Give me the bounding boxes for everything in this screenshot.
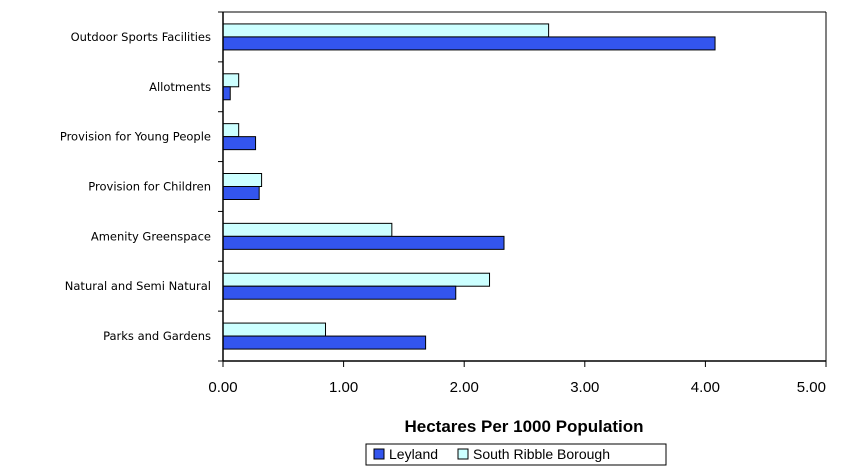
category-label-parks-and-gardens: Parks and Gardens	[103, 329, 211, 343]
legend-label-south-ribble-borough: South Ribble Borough	[473, 446, 610, 462]
category-label-allotments: Allotments	[149, 80, 211, 94]
category-label-amenity-greenspace: Amenity Greenspace	[91, 229, 211, 243]
labels-layer: Outdoor Sports Facilities Allotments Provi…	[60, 30, 826, 396]
bar-south-ribble-borough-allotments	[222, 73, 240, 88]
category-label-outdoor-sports-facilities: Outdoor Sports Facilities	[71, 30, 211, 44]
category-label-natural-and-semi-natural: Natural and Semi Natural	[65, 279, 211, 293]
bars-layer	[222, 23, 716, 350]
bar-leyland-natural-and-semi-natural	[222, 285, 457, 300]
x-tick-label-4-00: 4.00	[691, 379, 720, 396]
category-label-provision-for-young-people: Provision for Young People	[60, 130, 211, 144]
x-tick-label-1-00: 1.00	[329, 379, 358, 396]
bar-south-ribble-borough-parks-and-gardens	[222, 322, 327, 337]
bar-south-ribble-borough-natural-and-semi-natural	[222, 272, 491, 287]
bar-leyland-provision-for-young-people	[222, 136, 257, 151]
bar-leyland-parks-and-gardens	[222, 335, 427, 350]
bar-south-ribble-borough-outdoor-sports-facilities	[222, 23, 550, 38]
bar-south-ribble-borough-provision-for-young-people	[222, 123, 240, 138]
legend-label-leyland: Leyland	[389, 446, 438, 462]
bar-south-ribble-borough-amenity-greenspace	[222, 222, 393, 237]
category-label-provision-for-children: Provision for Children	[88, 180, 211, 194]
bar-south-ribble-borough-provision-for-children	[222, 173, 263, 187]
bar-leyland-amenity-greenspace	[222, 235, 505, 250]
legend: Leyland South Ribble Borough	[365, 443, 667, 466]
x-axis-title: Hectares Per 1000 Population	[404, 417, 643, 436]
ticks-layer	[218, 11, 827, 367]
bar-leyland-allotments	[222, 86, 231, 101]
bar-leyland-outdoor-sports-facilities	[222, 36, 716, 51]
x-tick-label-5-00: 5.00	[797, 379, 826, 396]
legend-swatch-leyland	[373, 448, 385, 460]
x-tick-label-2-00: 2.00	[450, 379, 479, 396]
bar-leyland-provision-for-children	[222, 186, 260, 200]
legend-swatch-south-ribble-borough	[457, 448, 469, 460]
x-tick-label-3-00: 3.00	[570, 379, 599, 396]
legend-border	[365, 443, 667, 466]
x-tick-label-0-00: 0.00	[208, 379, 237, 396]
